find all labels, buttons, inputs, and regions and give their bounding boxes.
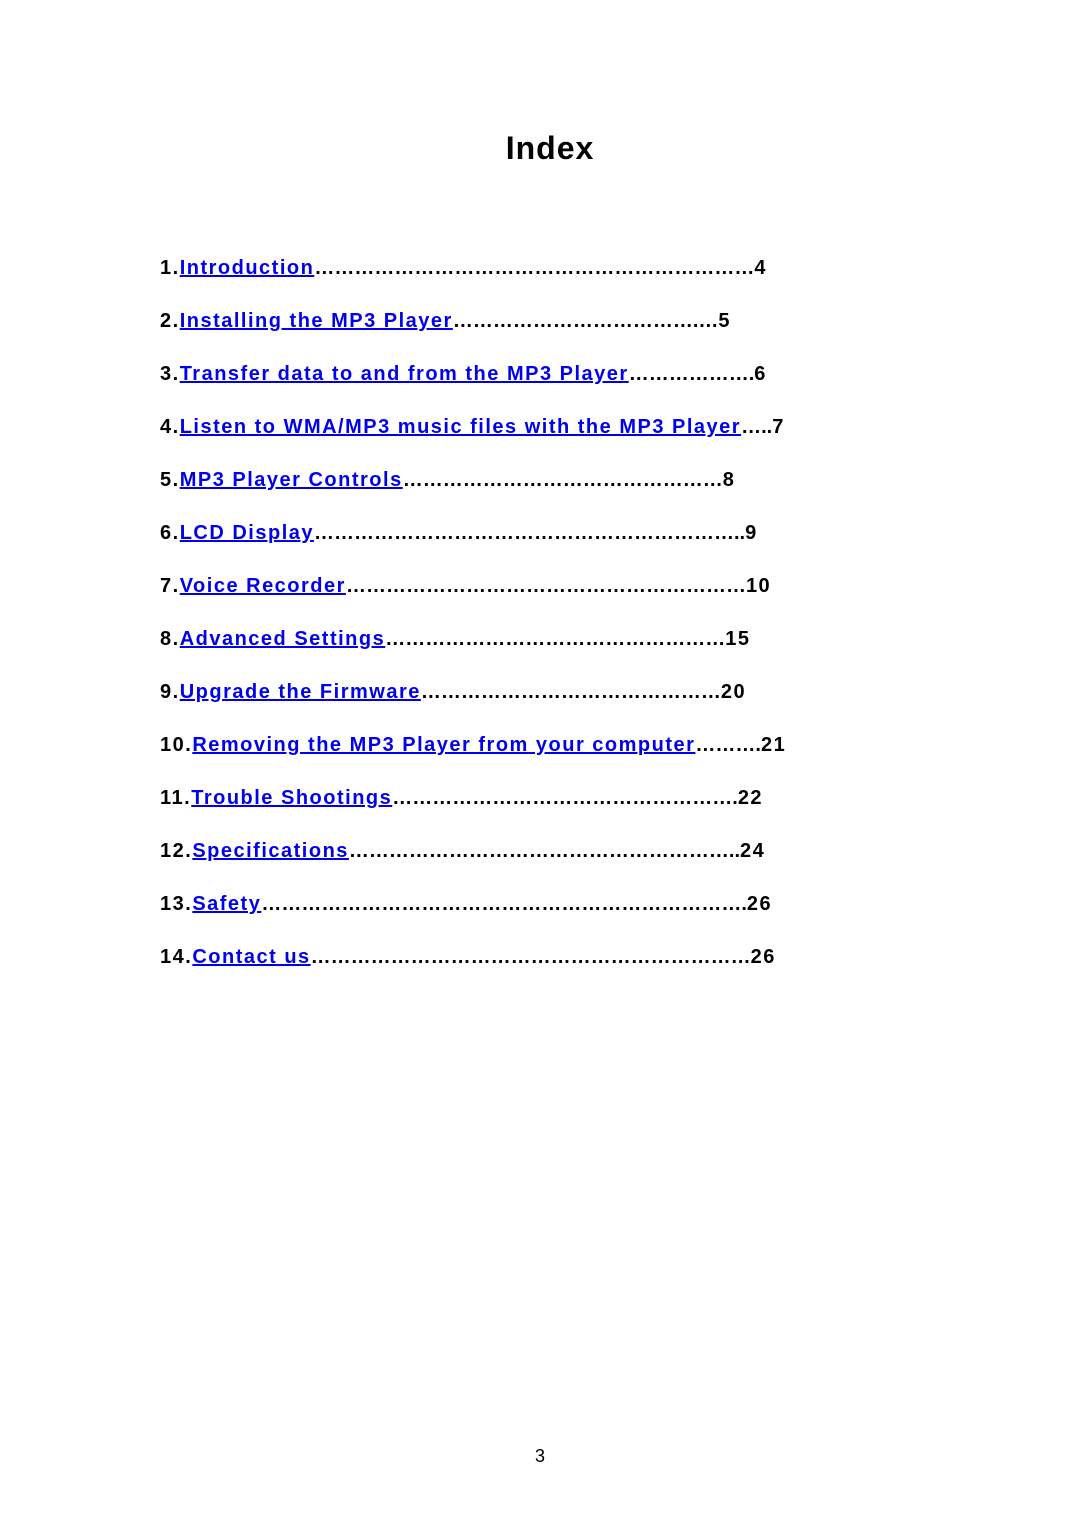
toc-item-page: 10	[746, 575, 771, 598]
toc-item-number: 3.	[160, 363, 180, 386]
toc-item-page: 7	[772, 416, 785, 439]
toc-item-number: 7.	[160, 575, 180, 598]
toc-item-page: 21	[761, 734, 786, 757]
toc-item-page: 9	[745, 522, 758, 545]
toc-item-dots: ……….	[695, 734, 761, 757]
toc-item-dots: ……………………………….…	[453, 310, 719, 333]
toc-item-number: 10.	[160, 734, 192, 757]
toc-item-page: 5	[718, 310, 731, 333]
toc-item-dots: ……………………………………………………………….	[261, 893, 747, 916]
toc-item-link[interactable]: LCD Display	[180, 522, 314, 545]
toc-item: 3. Transfer data to and from the MP3 Pla…	[160, 363, 960, 386]
toc-item-link[interactable]: Voice Recorder	[180, 575, 346, 598]
toc-item-dots: …………………………………………	[403, 469, 723, 492]
toc-item-link[interactable]: Listen to WMA/MP3 music files with the M…	[180, 416, 741, 439]
toc-list: 1. Introduction …………………………………………………………42…	[160, 257, 960, 969]
toc-item-dots: …………………………………………………..	[349, 840, 740, 863]
toc-item-page: 8	[723, 469, 736, 492]
toc-item-dots: …..	[741, 416, 772, 439]
toc-item-number: 4.	[160, 416, 180, 439]
toc-item-page: 26	[751, 946, 776, 969]
toc-item-dots: ……………………………………………	[385, 628, 725, 651]
toc-item: 7. Voice Recorder……………………………………………………10	[160, 575, 960, 598]
toc-item-dots: ………………………………………	[421, 681, 721, 704]
toc-item-page: 6	[754, 363, 767, 386]
page-number: 3	[535, 1446, 545, 1467]
toc-item-page: 22	[738, 787, 763, 810]
toc-item-dots: …………………………………………………………	[311, 946, 751, 969]
toc-item-link[interactable]: Removing the MP3 Player from your comput…	[192, 734, 695, 757]
page-title: Index	[140, 130, 960, 167]
toc-item: 14. Contact us…………………………………………………………26	[160, 946, 960, 969]
toc-item: 10. Removing the MP3 Player from your co…	[160, 734, 960, 757]
toc-item-page: 26	[747, 893, 772, 916]
toc-item-number: 6.	[160, 522, 180, 545]
toc-item-number: 13.	[160, 893, 192, 916]
toc-item-number: 12.	[160, 840, 192, 863]
toc-item: 6. LCD Display ………………………………………………………..9	[160, 522, 960, 545]
toc-item-link[interactable]: Specifications	[192, 840, 349, 863]
toc-item-page: 24	[740, 840, 765, 863]
toc-item-dots: …………………………………………….	[392, 787, 738, 810]
toc-item-number: 1.	[160, 257, 180, 280]
toc-item-link[interactable]: Safety	[192, 893, 261, 916]
toc-item-link[interactable]: Installing the MP3 Player	[180, 310, 453, 333]
toc-item-number: 8.	[160, 628, 180, 651]
toc-item-number: 9.	[160, 681, 180, 704]
toc-item-dots: ……………….	[629, 363, 755, 386]
toc-item-link[interactable]: Contact us	[192, 946, 310, 969]
toc-item-page: 20	[721, 681, 746, 704]
toc-item: 5. MP3 Player Controls…………………………………………8	[160, 469, 960, 492]
toc-item: 2. Installing the MP3 Player…………………………………	[160, 310, 960, 333]
toc-item-number: 14.	[160, 946, 192, 969]
toc-item: 1. Introduction …………………………………………………………4	[160, 257, 960, 280]
toc-item: 13. Safety……………………………………………………………….26	[160, 893, 960, 916]
toc-item: 12. Specifications …………………………………………………..…	[160, 840, 960, 863]
toc-item-dots: …………………………………………………………	[314, 257, 754, 280]
toc-item-page: 4	[754, 257, 767, 280]
toc-item-link[interactable]: MP3 Player Controls	[180, 469, 403, 492]
toc-item-page: 15	[725, 628, 750, 651]
toc-item-link[interactable]: Advanced Settings	[180, 628, 386, 651]
toc-item: 8. Advanced Settings……………………………………………15	[160, 628, 960, 651]
toc-item-number: 5.	[160, 469, 180, 492]
toc-item-number: 2.	[160, 310, 180, 333]
toc-item-link[interactable]: Trouble Shootings	[191, 787, 392, 810]
toc-item-link[interactable]: Introduction	[180, 257, 315, 280]
toc-item: 9. Upgrade the Firmware………………………………………20	[160, 681, 960, 704]
toc-item: 11. Trouble Shootings …………………………………………….…	[160, 787, 960, 810]
toc-item-link[interactable]: Upgrade the Firmware	[180, 681, 421, 704]
toc-item: 4. Listen to WMA/MP3 music files with th…	[160, 416, 960, 439]
toc-item-number: 11.	[160, 787, 191, 810]
toc-item-dots: ……………………………………………………	[346, 575, 746, 598]
toc-item-dots: ………………………………………………………..	[314, 522, 745, 545]
toc-item-link[interactable]: Transfer data to and from the MP3 Player	[180, 363, 629, 386]
